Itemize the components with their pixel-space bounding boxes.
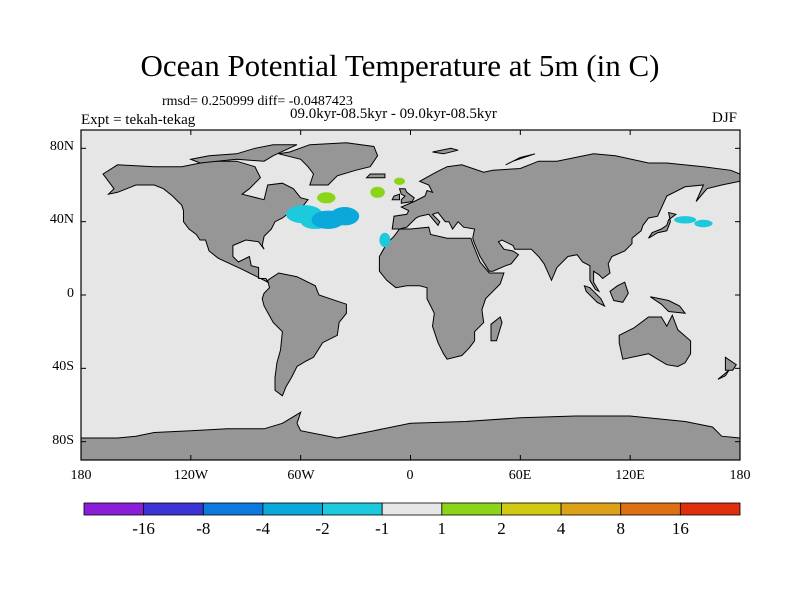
anomaly-patch-1-1 bbox=[330, 207, 360, 226]
lat-tick-80n: 80N bbox=[49, 139, 74, 154]
colorbar-swatch-6 bbox=[441, 502, 502, 516]
land-south-america bbox=[261, 272, 347, 397]
colorbar-label-5: 1 bbox=[437, 519, 447, 538]
colorbar-label-9: 16 bbox=[671, 519, 689, 538]
lon-tick-0: 0 bbox=[406, 468, 414, 483]
lon-tick-120w: 120W bbox=[173, 468, 209, 483]
land-north-america bbox=[102, 160, 309, 284]
land-japan bbox=[648, 211, 678, 239]
land-svalbard bbox=[432, 147, 459, 155]
colorbar-swatch-2 bbox=[202, 502, 264, 516]
land-africa bbox=[378, 226, 505, 360]
colorbar-label-1: -8 bbox=[196, 519, 211, 538]
land-britain bbox=[398, 188, 415, 204]
colorbar-label-3: -2 bbox=[315, 519, 330, 538]
land-sumatra bbox=[583, 284, 606, 308]
land-madagascar bbox=[490, 316, 503, 342]
season-label: DJF bbox=[712, 110, 738, 126]
colorbar-swatch-7 bbox=[501, 502, 562, 516]
lon-tick-60e: 60E bbox=[508, 468, 532, 483]
lon-tick-180e: 180 bbox=[729, 468, 751, 483]
lat-tick-40n: 40N bbox=[49, 212, 74, 227]
colorbar-label-6: 2 bbox=[497, 519, 506, 538]
land-new-guinea bbox=[650, 296, 687, 314]
lon-tick-180w: 180 bbox=[70, 468, 92, 483]
colorbar-swatch-0 bbox=[83, 502, 145, 516]
land-iceland bbox=[365, 173, 386, 179]
colorbar-swatch-3 bbox=[262, 502, 323, 516]
land-borneo bbox=[609, 281, 629, 303]
colorbar-label-0: -16 bbox=[132, 519, 155, 538]
anomaly-patch-3-0 bbox=[370, 186, 385, 198]
lon-tick-120e: 120E bbox=[615, 468, 645, 483]
anomaly-patch-5-0 bbox=[674, 216, 697, 224]
colorbar bbox=[83, 502, 741, 516]
colorbar-label-8: 8 bbox=[616, 519, 625, 538]
colorbar-label-2: -4 bbox=[255, 519, 270, 538]
plot-title: Ocean Potential Temperature at 5m (in C) bbox=[140, 48, 660, 83]
land-novaya-zemlya bbox=[505, 153, 536, 166]
colorbar-swatch-9 bbox=[620, 502, 681, 516]
period-subtitle: 09.0kyr-08.5kyr - 09.0kyr-08.5kyr bbox=[290, 106, 497, 122]
anomaly-patch-3-1 bbox=[394, 177, 405, 185]
colorbar-swatch-1 bbox=[143, 502, 204, 516]
land-antarctica bbox=[81, 411, 740, 460]
colorbar-swatch-4 bbox=[322, 502, 383, 516]
land-ireland bbox=[391, 193, 400, 201]
land-layer bbox=[81, 142, 740, 460]
anomaly-patch-2-0 bbox=[317, 192, 336, 204]
lat-tick-80s: 80S bbox=[52, 433, 74, 448]
anomaly-patch-5-1 bbox=[694, 219, 713, 228]
land-greenland bbox=[278, 142, 379, 186]
colorbar-swatch-10 bbox=[679, 502, 741, 516]
colorbar-swatch-5 bbox=[381, 502, 443, 516]
lon-tick-60w: 60W bbox=[287, 468, 315, 483]
stats-text: rmsd= 0.250999 diff= -0.0487423 bbox=[162, 94, 353, 109]
colorbar-swatch-8 bbox=[560, 502, 622, 516]
anomaly-layer bbox=[286, 177, 713, 248]
lat-tick-40s: 40S bbox=[52, 359, 74, 374]
anomaly-patch-4-0 bbox=[379, 232, 391, 248]
lat-tick-eq: 0 bbox=[67, 286, 74, 301]
land-nz-south bbox=[717, 369, 730, 380]
colorbar-label-7: 4 bbox=[556, 519, 566, 538]
land-arctic-canada bbox=[189, 144, 298, 164]
axis-tick-marks bbox=[80, 130, 741, 460]
colorbar-label-4: -1 bbox=[375, 519, 390, 538]
land-australia bbox=[618, 313, 692, 368]
land-new-zealand bbox=[724, 356, 737, 371]
land-eurasia bbox=[391, 153, 740, 293]
experiment-label: Expt = tekah-tekag bbox=[81, 112, 196, 128]
